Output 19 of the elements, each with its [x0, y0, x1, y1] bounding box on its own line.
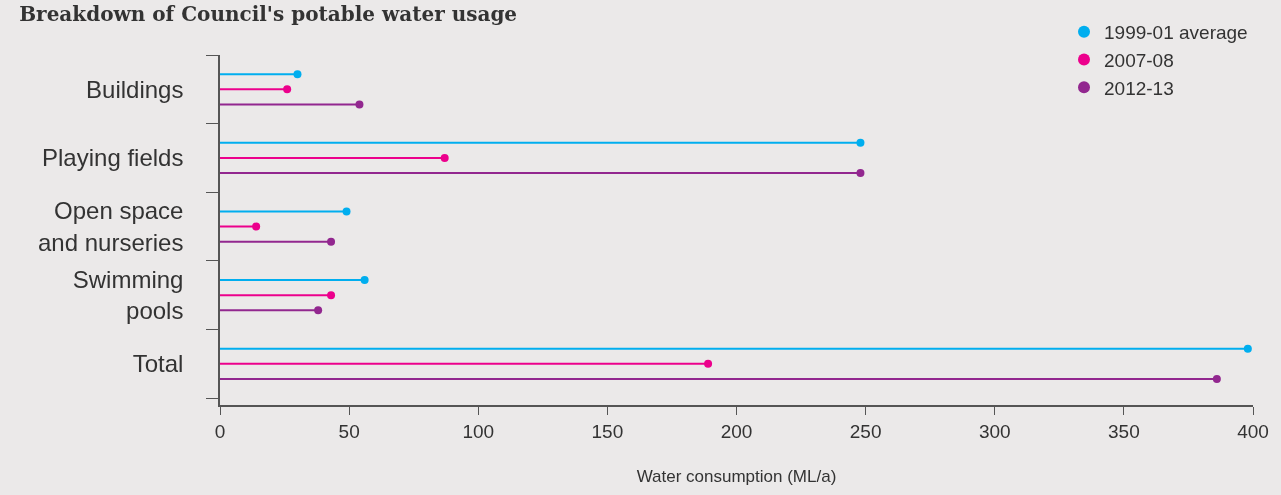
x-tick-label: 150 — [591, 420, 624, 442]
x-tick-label: 0 — [214, 420, 226, 442]
y-tick-label: Playing fields — [42, 144, 184, 172]
legend-label: 1999-01 average — [1104, 22, 1248, 44]
y-tick-label: Total — [132, 350, 184, 378]
chart-title: Breakdown of Council's potable water usage — [19, 2, 518, 27]
x-axis-title: Water consumption (ML/a) — [636, 467, 837, 487]
x-tick-label: 200 — [720, 420, 753, 442]
x-tick-label: 50 — [338, 420, 360, 442]
x-tick-label: 350 — [1108, 420, 1140, 442]
legend-label: 2012-13 — [1104, 77, 1174, 99]
y-tick-label: Buildings — [86, 75, 184, 103]
x-tick-label: 250 — [849, 420, 882, 442]
x-tick-label: 400 — [1237, 420, 1269, 442]
y-tick-label: Swimming pools — [72, 266, 184, 325]
legend-label: 2007-08 — [1104, 49, 1174, 71]
y-tick-label: Open space and nurseries — [38, 197, 184, 256]
x-tick-label: 100 — [462, 420, 495, 442]
x-tick-label: 300 — [978, 420, 1011, 442]
